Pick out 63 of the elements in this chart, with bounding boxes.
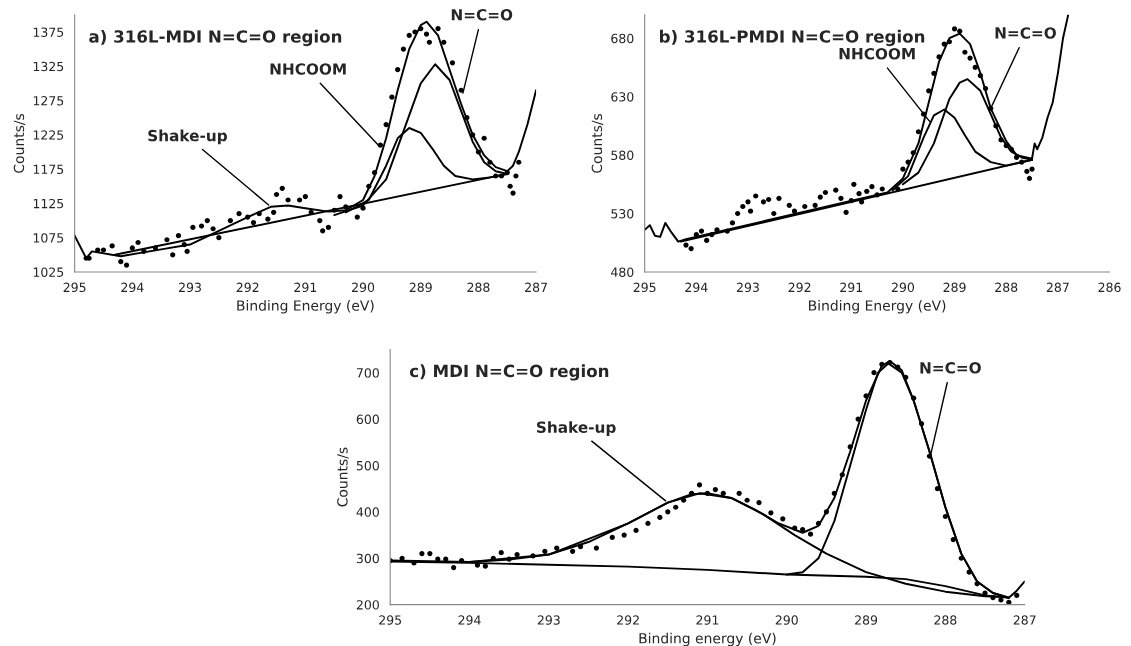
x-axis-title: Binding Energy (eV) [237,300,374,314]
x-tick-label: 291 [840,282,863,293]
y-tick-label: 1375 [33,27,64,37]
x-tick-label: 292 [617,615,639,625]
x-tick-label: 293 [736,282,759,293]
y-tick-label: 580 [611,150,634,161]
x-tick-label: 293 [537,615,560,625]
x-tick-label: 291 [294,282,317,293]
annotation: N=C=O [451,9,513,21]
y-tick-label: 600 [356,414,379,424]
y-tick-label: 1225 [33,130,64,140]
annotation: NHCOOM [270,63,346,75]
x-tick-label: 291 [696,615,719,625]
x-tick-label: 292 [236,282,259,293]
x-tick-label: 288 [995,282,1018,293]
y-tick-label: 630 [611,92,634,102]
x-tick-label: 289 [409,282,432,293]
y-tick-label: 1325 [33,61,64,72]
x-axis-title: Binding Energy (eV) [809,300,946,314]
x-tick-label: 290 [352,282,375,293]
annotation: N=C=O [920,362,981,374]
x-tick-label: 290 [891,282,915,293]
y-tick-label: 1025 [33,267,64,277]
y-tick-label: 500 [356,460,379,471]
x-tick-label: 293 [178,282,201,293]
x-tick-label: 295 [63,282,86,293]
annotation: NHCOOM [839,47,915,60]
x-tick-label: 294 [121,282,144,293]
y-tick-label: 700 [356,368,379,378]
y-tick-label: 300 [356,553,379,564]
x-tick-label: 289 [855,615,878,625]
x-tick-label: 287 [1046,282,1069,293]
x-tick-label: 287 [525,282,547,293]
x-tick-label: 295 [379,615,402,625]
y-tick-label: 1075 [33,233,64,243]
y-axis-title: Counts/s [337,447,349,507]
x-tick-label: 294 [685,282,708,293]
text: c) MDI N=C=O region [409,364,609,381]
x-tick-label: 295 [633,282,656,293]
annotation: Shake-up [148,129,227,145]
y-tick-label: 1275 [33,96,64,106]
x-tick-label: 288 [467,282,490,293]
y-tick-label: 1125 [33,198,64,209]
x-tick-label: 289 [943,282,966,293]
x-axis-title: Binding energy (eV) [639,632,776,646]
annotation: Shake-up [536,421,616,436]
x-tick-label: 290 [775,615,798,625]
x-tick-label: 287 [1013,615,1036,625]
annotation: N=C=O [995,27,1056,39]
x-tick-label: 286 [1098,282,1121,293]
text: a) 316L-MDI N=C=O region [89,29,342,47]
y-axis-title: Counts/s [13,113,26,173]
y-tick-label: 200 [356,600,379,610]
y-tick-label: 1175 [33,164,64,175]
y-tick-label: 680 [611,33,634,44]
text: b) 316L-PMDI N=C=O region [660,29,925,47]
y-tick-label: 480 [611,267,634,277]
y-tick-label: 400 [356,507,379,517]
x-tick-label: 288 [934,615,957,625]
y-tick-label: 530 [611,209,634,219]
y-axis-title: Counts/s [591,113,604,173]
x-tick-label: 292 [788,282,811,293]
x-tick-label: 294 [458,615,481,625]
